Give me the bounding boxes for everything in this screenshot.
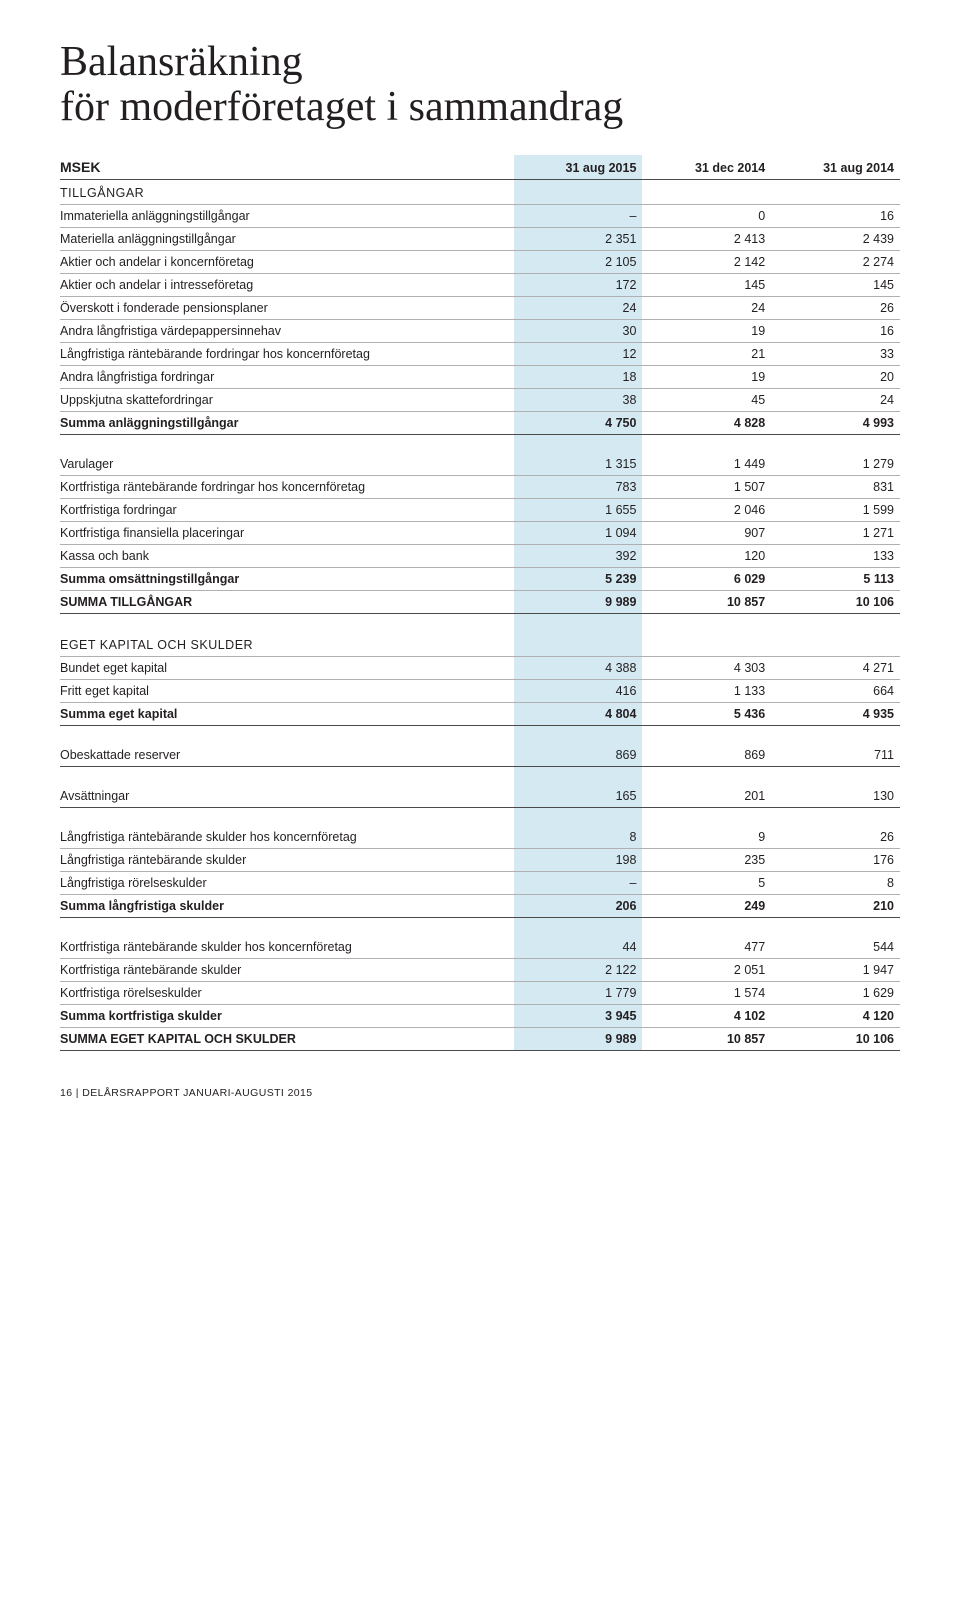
table-row: Kassa och bank392120133 — [60, 544, 900, 567]
table-row-sum: Summa långfristiga skulder206249210 — [60, 894, 900, 917]
page-footer: 16 | DELÅRSRAPPORT JANUARI-AUGUSTI 2015 — [60, 1087, 900, 1099]
table-row-sum: Summa kortfristiga skulder3 9454 1024 12… — [60, 1004, 900, 1027]
table-row: Kortfristiga rörelseskulder1 7791 5741 6… — [60, 981, 900, 1004]
col-aug-2014: 31 aug 2014 — [771, 155, 900, 180]
col-dec-2014: 31 dec 2014 — [642, 155, 771, 180]
table-row: Kortfristiga räntebärande skulder2 1222 … — [60, 958, 900, 981]
table-row: Avsättningar165201130 — [60, 785, 900, 808]
gap — [60, 434, 900, 453]
title-line-2: för moderföretaget i sammandrag — [60, 84, 623, 130]
section-eget: EGET KAPITAL OCH SKULDER — [60, 632, 900, 657]
gap — [60, 766, 900, 785]
table-row: Aktier och andelar i koncernföretag2 105… — [60, 250, 900, 273]
balance-sheet-table: MSEK 31 aug 2015 31 dec 2014 31 aug 2014… — [60, 155, 900, 1051]
table-row: Överskott i fonderade pensionsplaner2424… — [60, 296, 900, 319]
table-row: Andra långfristiga fordringar181920 — [60, 365, 900, 388]
table-row: Fritt eget kapital4161 133664 — [60, 679, 900, 702]
footer-sep: | — [72, 1087, 82, 1099]
table-row: Långfristiga räntebärande fordringar hos… — [60, 342, 900, 365]
table-row-sum: Summa omsättningstillgångar5 2396 0295 1… — [60, 567, 900, 590]
page-number: 16 — [60, 1087, 72, 1099]
table-row-sum: Summa anläggningstillgångar4 7504 8284 9… — [60, 411, 900, 434]
table-row-total: SUMMA EGET KAPITAL OCH SKULDER9 98910 85… — [60, 1027, 900, 1050]
table-header-row: MSEK 31 aug 2015 31 dec 2014 31 aug 2014 — [60, 155, 900, 180]
section-tillgangar: TILLGÅNGAR — [60, 179, 900, 204]
gap — [60, 917, 900, 936]
page: Balansräkning för moderföretaget i samma… — [0, 0, 960, 1149]
title-line-1: Balansräkning — [60, 39, 303, 85]
table-row: Långfristiga rörelseskulder–58 — [60, 871, 900, 894]
page-title: Balansräkning för moderföretaget i samma… — [60, 40, 900, 131]
col-msek: MSEK — [60, 155, 514, 180]
gap — [60, 725, 900, 744]
table-row: Materiella anläggningstillgångar2 3512 4… — [60, 227, 900, 250]
section-label: TILLGÅNGAR — [60, 179, 514, 204]
table-row: Obeskattade reserver869869711 — [60, 744, 900, 767]
table-row: Bundet eget kapital4 3884 3034 271 — [60, 656, 900, 679]
table-row: Kortfristiga finansiella placeringar1 09… — [60, 521, 900, 544]
table-row: Uppskjutna skattefordringar384524 — [60, 388, 900, 411]
table-row-total: SUMMA TILLGÅNGAR9 98910 85710 106 — [60, 590, 900, 613]
section-label: EGET KAPITAL OCH SKULDER — [60, 632, 514, 657]
table-row: Andra långfristiga värdepappersinnehav30… — [60, 319, 900, 342]
table-row-sum: Summa eget kapital4 8045 4364 935 — [60, 702, 900, 725]
table-row: Kortfristiga räntebärande skulder hos ko… — [60, 936, 900, 959]
gap — [60, 807, 900, 826]
table-row: Immateriella anläggningstillgångar–016 — [60, 204, 900, 227]
table-row: Långfristiga räntebärande skulder hos ko… — [60, 826, 900, 849]
col-2015: 31 aug 2015 — [514, 155, 643, 180]
table-row: Varulager1 3151 4491 279 — [60, 453, 900, 476]
table-row: Aktier och andelar i intresseföretag1721… — [60, 273, 900, 296]
table-row: Långfristiga räntebärande skulder1982351… — [60, 848, 900, 871]
table-row: Kortfristiga räntebärande fordringar hos… — [60, 475, 900, 498]
footer-text: DELÅRSRAPPORT JANUARI-AUGUSTI 2015 — [82, 1087, 312, 1099]
table-row: Kortfristiga fordringar1 6552 0461 599 — [60, 498, 900, 521]
gap — [60, 613, 900, 632]
